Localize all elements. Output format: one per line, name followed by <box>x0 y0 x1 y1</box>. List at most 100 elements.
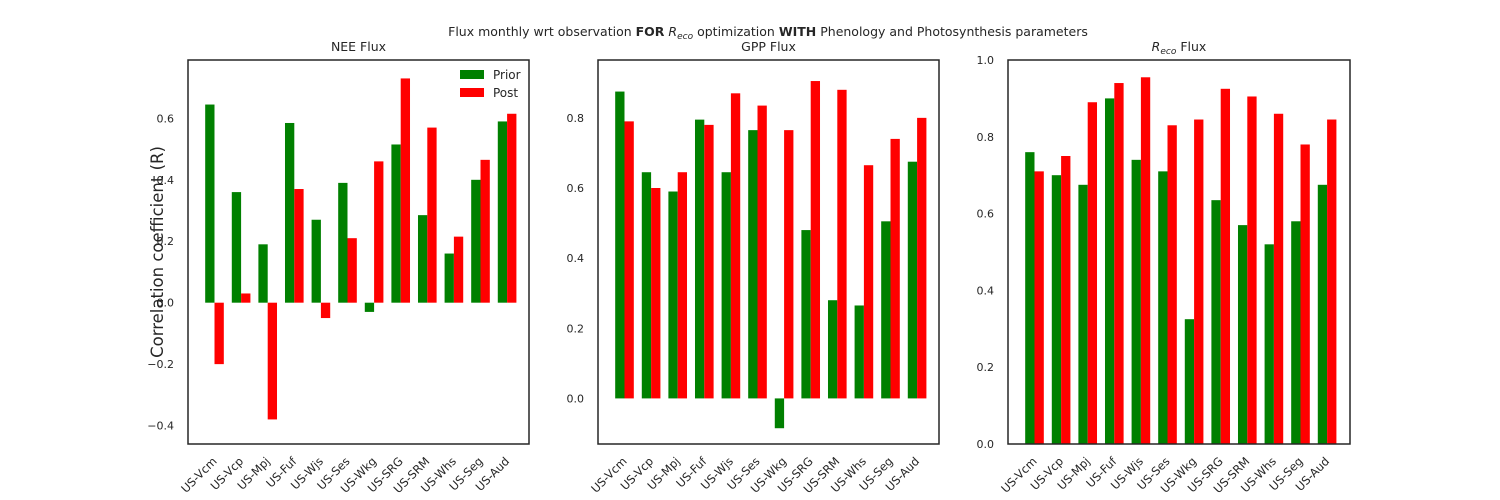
bar-prior-us-vcm <box>615 91 625 399</box>
bar-prior-us-wkg <box>1184 319 1195 444</box>
bar-prior-us-whs <box>1264 244 1274 444</box>
bar-post-us-vcm <box>624 121 634 399</box>
bar-post-us-fuf <box>1114 83 1124 444</box>
bar-post-us-srm <box>1247 96 1257 444</box>
bar-post-us-srg <box>810 81 821 399</box>
bar-post-us-srm <box>837 89 847 399</box>
bar-prior-us-aud <box>497 121 508 303</box>
panel-1: NEE Flux−0.4−0.20.00.20.40.6US-VcmUS-Vcp… <box>147 39 530 496</box>
figure-suptitle: Flux monthly wrt observation FOR Reco op… <box>448 24 1088 42</box>
bar-prior-us-seg <box>471 179 481 303</box>
bar-prior-us-vcm <box>1025 152 1035 444</box>
bar-prior-us-ses <box>748 130 758 399</box>
y-tick-label: 0.0 <box>977 438 995 451</box>
bar-post-us-wkg <box>784 130 794 399</box>
y-tick-label: 0.6 <box>977 208 995 221</box>
bar-prior-us-srm <box>827 300 838 399</box>
chart-legend: Prior Post <box>460 68 521 100</box>
bar-post-us-fuf <box>294 189 304 303</box>
plot-frame <box>1007 59 1351 445</box>
y-tick-label: 0.2 <box>157 235 175 248</box>
y-tick-label: 0.0 <box>567 392 585 405</box>
y-axis-label: Correlation coefficient (R) <box>148 146 167 358</box>
y-tick-label: 0.4 <box>567 252 585 265</box>
bar-post-us-ses <box>757 105 767 399</box>
panel-title: NEE Flux <box>331 39 386 54</box>
y-tick-label: 0.8 <box>977 131 995 144</box>
bar-prior-us-vcp <box>1051 175 1062 444</box>
bar-post-us-aud <box>917 117 927 399</box>
bar-prior-us-mpj <box>258 244 268 303</box>
bar-post-us-wjs <box>320 302 331 319</box>
panel-title: Reco Flux <box>1152 39 1207 57</box>
y-tick-label: 1.0 <box>977 54 995 67</box>
panel-title: GPP Flux <box>741 39 796 54</box>
bar-post-us-mpj <box>677 172 688 399</box>
bar-prior-us-vcm <box>205 104 215 303</box>
bar-post-us-wkg <box>374 161 384 303</box>
bar-post-us-aud <box>507 113 517 303</box>
bar-post-us-mpj <box>267 302 278 420</box>
plot-frame <box>597 59 940 445</box>
bar-post-us-fuf <box>704 124 714 399</box>
bar-prior-us-wkg <box>364 302 375 312</box>
bar-post-us-wjs <box>1140 77 1151 444</box>
y-tick-label: 0.4 <box>157 174 175 187</box>
legend-swatch-prior <box>460 70 484 79</box>
bar-prior-us-seg <box>881 221 891 399</box>
plot-frame <box>187 59 530 445</box>
bar-prior-us-aud <box>1317 184 1328 445</box>
bar-prior-us-vcp <box>231 192 242 303</box>
bar-prior-us-srm <box>1237 225 1248 444</box>
y-tick-label: 0.8 <box>567 112 585 125</box>
chart-panels: NEE Flux−0.4−0.20.00.20.40.6US-VcmUS-Vcp… <box>147 39 1351 496</box>
y-tick-label: 0.2 <box>977 361 995 374</box>
bar-post-us-vcm <box>214 302 224 365</box>
bar-prior-us-fuf <box>694 119 705 399</box>
bar-post-us-wjs <box>730 93 741 399</box>
bar-prior-us-srg <box>391 144 401 303</box>
legend-label-prior: Prior <box>493 68 521 82</box>
bar-prior-us-srg <box>1211 200 1221 444</box>
bar-post-us-srg <box>1220 88 1231 445</box>
bar-post-us-seg <box>890 138 900 399</box>
y-tick-label: 0.2 <box>567 322 585 335</box>
bar-post-us-wkg <box>1194 119 1204 445</box>
panel-2: GPP Flux0.00.20.40.60.8US-VcmUS-VcpUS-Mp… <box>567 39 940 496</box>
bar-post-us-ses <box>347 238 357 303</box>
bar-post-us-aud <box>1327 119 1337 445</box>
y-tick-label: 0.6 <box>157 112 175 125</box>
bar-prior-us-wjs <box>721 172 731 399</box>
bar-prior-us-fuf <box>1104 98 1115 445</box>
bar-prior-us-whs <box>854 305 864 399</box>
bar-post-us-mpj <box>1087 102 1098 445</box>
bar-post-us-whs <box>1273 113 1284 444</box>
bar-post-us-srg <box>400 78 411 303</box>
bar-prior-us-mpj <box>668 191 678 399</box>
y-tick-label: −0.4 <box>147 420 174 433</box>
bar-post-us-vcm <box>1034 171 1044 445</box>
bar-post-us-seg <box>480 159 490 303</box>
bar-prior-us-wkg <box>774 398 785 429</box>
y-tick-label: 0.6 <box>567 182 585 195</box>
bar-prior-us-ses <box>1158 171 1168 445</box>
bar-prior-us-seg <box>1291 221 1301 444</box>
bar-prior-us-ses <box>338 182 348 303</box>
panel-3: Reco Flux0.00.20.40.60.81.0US-VcmUS-VcpU… <box>977 39 1351 496</box>
bar-prior-us-whs <box>444 253 454 303</box>
bar-post-us-vcp <box>241 293 251 303</box>
bar-prior-us-vcp <box>641 172 652 399</box>
y-tick-label: 0.4 <box>977 284 995 297</box>
y-tick-label: −0.2 <box>147 358 174 371</box>
bar-prior-us-aud <box>907 161 918 399</box>
bar-post-us-seg <box>1300 144 1310 445</box>
bar-post-us-vcp <box>651 188 661 399</box>
bar-post-us-vcp <box>1061 156 1071 444</box>
bar-post-us-whs <box>863 165 874 399</box>
legend-swatch-post <box>460 88 484 97</box>
bar-prior-us-srm <box>417 215 428 303</box>
bar-prior-us-srg <box>801 230 811 399</box>
bar-post-us-whs <box>453 236 464 303</box>
bar-post-us-srm <box>427 127 437 303</box>
